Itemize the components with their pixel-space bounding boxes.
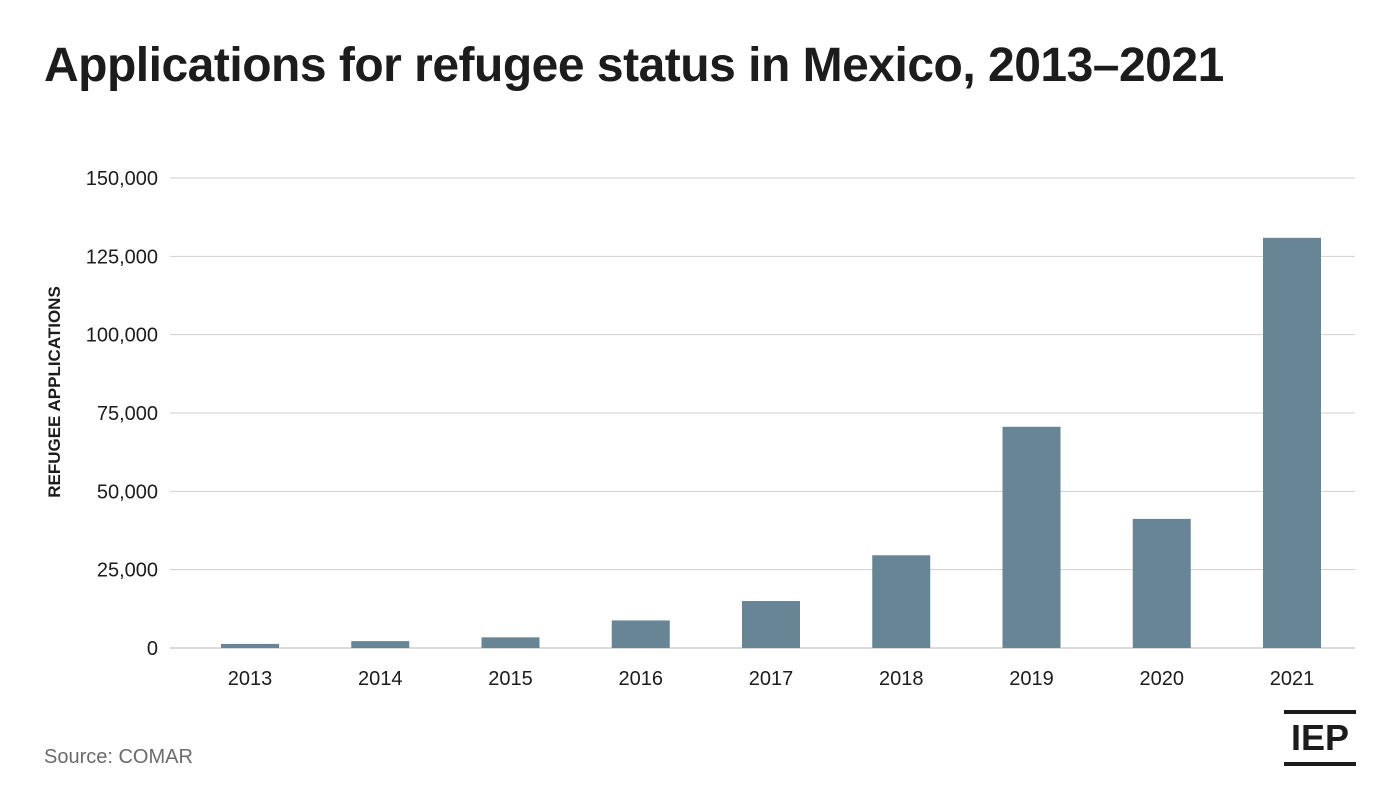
x-tick-label: 2017 (749, 668, 794, 690)
y-tick-label: 25,000 (97, 560, 158, 582)
bar-2021 (1263, 237, 1321, 648)
logo-bottom-rule (1284, 762, 1356, 766)
y-tick-label: 75,000 (97, 403, 158, 425)
bar-2014 (351, 641, 410, 648)
bar-2020 (1132, 518, 1191, 648)
x-tick-label: 2015 (488, 668, 533, 690)
logo-top-rule (1284, 710, 1356, 714)
chart-title: Applications for refugee status in Mexic… (44, 39, 1224, 92)
y-tick-label: 100,000 (86, 325, 158, 347)
x-tick-label: 2020 (1140, 668, 1185, 690)
bar-2016 (611, 620, 670, 648)
iep-logo: IEP (1284, 710, 1356, 766)
bars (221, 237, 1321, 648)
x-tick-label: 2014 (358, 668, 403, 690)
source-note: Source: COMAR (44, 746, 193, 768)
y-axis-ticks: 0 25,000 50,000 75,000 100,000 125,000 150,000 (86, 168, 158, 660)
y-tick-label: 0 (147, 638, 158, 660)
y-tick-label: 125,000 (86, 246, 158, 268)
x-tick-label: 2016 (619, 668, 664, 690)
logo-text: IEP (1290, 717, 1350, 758)
y-tick-label: 50,000 (97, 481, 158, 503)
bar-2017 (742, 601, 800, 648)
x-tick-label: 2019 (1009, 668, 1054, 690)
bar-2018 (872, 555, 931, 648)
bar-2015 (481, 637, 540, 648)
bar-2019 (1002, 426, 1061, 648)
x-tick-label: 2013 (228, 668, 273, 690)
bar-2013 (221, 643, 279, 648)
y-axis-label: REFUGEE APPLICATIONS (45, 286, 64, 498)
x-axis-ticks: 2013 2014 2015 2016 2017 2018 2019 2020 2021 (228, 668, 1315, 690)
x-tick-label: 2021 (1270, 668, 1315, 690)
y-tick-label: 150,000 (86, 168, 158, 190)
x-tick-label: 2018 (879, 668, 924, 690)
